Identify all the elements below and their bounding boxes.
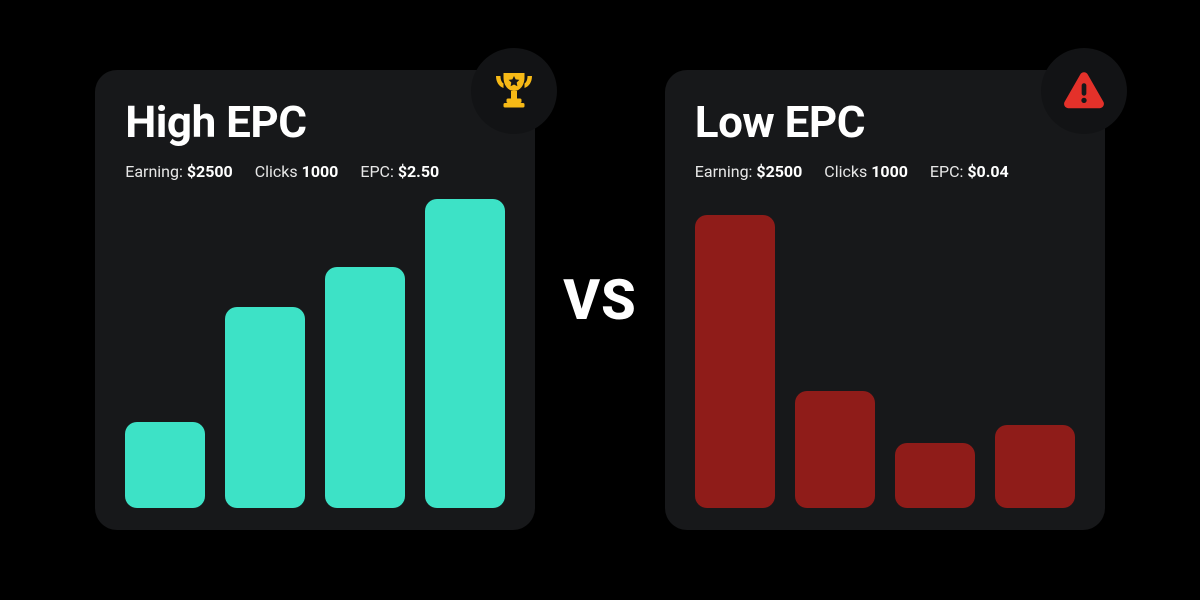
stat-earning: Earning: $2500 (695, 162, 803, 181)
high-epc-card: High EPC Earning: $2500 Clicks 1000 EPC:… (95, 70, 535, 530)
bar (125, 422, 205, 508)
stat-earning: Earning: $2500 (125, 162, 233, 181)
stat-value: $0.04 (967, 162, 1008, 181)
bar (325, 267, 405, 508)
stat-value: $2500 (756, 162, 802, 181)
alert-badge (1041, 48, 1127, 134)
stat-clicks: Clicks 1000 (824, 162, 908, 181)
card-title: High EPC (125, 98, 505, 146)
stat-value: 1000 (871, 162, 908, 181)
comparison-stage: High EPC Earning: $2500 Clicks 1000 EPC:… (0, 0, 1200, 600)
bar (425, 199, 505, 508)
stat-value: 1000 (302, 162, 339, 181)
bar (695, 215, 775, 508)
alert-icon (1059, 66, 1109, 116)
card-title: Low EPC (695, 98, 1075, 146)
stat-label: Clicks (255, 162, 298, 181)
stat-label: EPC: (930, 162, 963, 181)
stat-label: EPC: (360, 162, 393, 181)
stat-value: $2500 (187, 162, 233, 181)
trophy-badge (471, 48, 557, 134)
stats-row: Earning: $2500 Clicks 1000 EPC: $0.04 (695, 162, 1075, 181)
stat-label: Clicks (824, 162, 867, 181)
bar (995, 425, 1075, 508)
stats-row: Earning: $2500 Clicks 1000 EPC: $2.50 (125, 162, 505, 181)
vs-label: VS (563, 267, 637, 333)
stat-label: Earning: (125, 162, 183, 181)
stat-label: Earning: (695, 162, 753, 181)
stat-clicks: Clicks 1000 (255, 162, 339, 181)
bar-chart (125, 199, 505, 508)
bar (795, 391, 875, 508)
stat-epc: EPC: $2.50 (360, 162, 439, 181)
trophy-icon (490, 67, 538, 115)
bar (225, 307, 305, 508)
stat-epc: EPC: $0.04 (930, 162, 1009, 181)
bar (895, 443, 975, 508)
low-epc-card: Low EPC Earning: $2500 Clicks 1000 EPC: … (665, 70, 1105, 530)
stat-value: $2.50 (398, 162, 439, 181)
bar-chart (695, 199, 1075, 508)
